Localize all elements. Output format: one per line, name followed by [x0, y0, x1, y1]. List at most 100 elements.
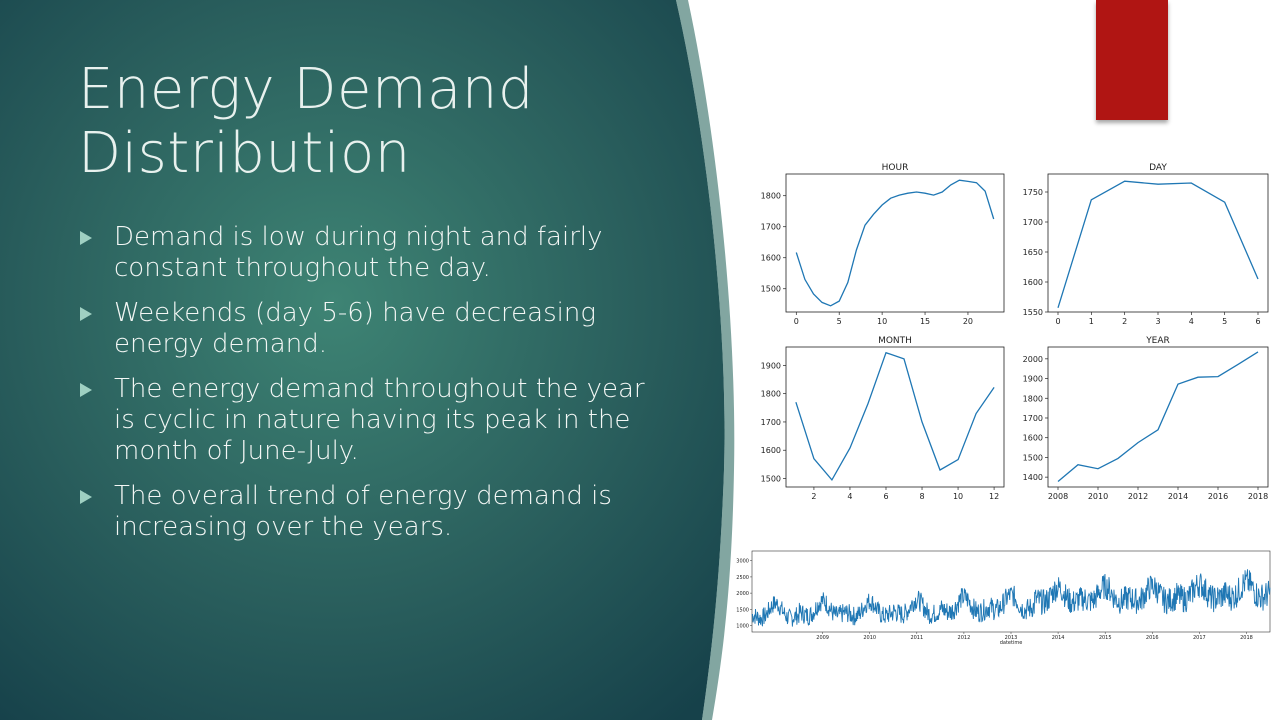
hour-chart: HOUR 0 5 10 15 20 1500 1600 1700 1800 — [761, 163, 1005, 326]
x-tick-label: 10 — [877, 317, 887, 326]
x-tick-label: 4 — [847, 492, 852, 501]
y-tick-label: 2500 — [736, 575, 749, 581]
x-tick-label: 8 — [919, 492, 924, 501]
bullet-list: Demand is low during night and fairly co… — [78, 222, 678, 557]
month-chart: MONTH 2 4 6 8 10 12 1500 1600 1700 1800 1900 — [761, 336, 1005, 501]
bullet-line: constant throughout the day. — [114, 253, 491, 283]
y-tick-label: 1650 — [1023, 248, 1043, 257]
y-tick-label: 1700 — [761, 223, 781, 232]
y-tick-label: 1600 — [1023, 278, 1043, 287]
x-tick-label: 1 — [1089, 317, 1094, 326]
triangle-bullet-icon — [80, 307, 92, 321]
x-tick-label: 2 — [1122, 317, 1127, 326]
y-tick-label: 1900 — [1023, 375, 1043, 384]
day-chart: DAY 0 1 2 3 4 5 6 1550 1600 1650 1700 1750 — [1023, 163, 1269, 326]
y-tick-label: 1750 — [1023, 188, 1043, 197]
bullet-line: The overall trend of energy demand is — [114, 481, 612, 511]
plot-frame — [785, 173, 1005, 313]
year-chart: YEAR 2008 2010 2012 2014 2016 2018 1400 1500 1600… — [1023, 336, 1269, 501]
x-tick-label: 20 — [963, 317, 973, 326]
plot-frame — [751, 550, 1271, 633]
y-tick-label: 1800 — [761, 390, 781, 399]
x-tick-label: 2010 — [863, 635, 876, 641]
accent-red-tab — [1096, 0, 1168, 120]
x-tick-label: 15 — [920, 317, 930, 326]
chart-title: YEAR — [1145, 336, 1170, 346]
x-tick-label: 3 — [1155, 317, 1160, 326]
bullet-item: Weekends (day 5-6) have decreasing energ… — [78, 298, 678, 360]
slide-title: Energy Demand Distribution — [78, 58, 678, 186]
plot-frame — [785, 346, 1005, 488]
x-axis-label: datetime — [1000, 640, 1023, 646]
x-tick-label: 6 — [883, 492, 888, 501]
x-tick-label: 2012 — [1128, 492, 1148, 501]
bullet-line: month of June-July. — [114, 436, 359, 466]
x-tick-label: 2 — [811, 492, 816, 501]
y-tick-label: 1800 — [1023, 394, 1043, 403]
x-tick-label: 2018 — [1248, 492, 1268, 501]
y-tick-label: 3000 — [736, 559, 749, 565]
x-tick-label: 2016 — [1146, 635, 1159, 641]
x-tick-label: 2010 — [1088, 492, 1108, 501]
plot-frame — [1047, 346, 1269, 488]
x-tick-label: 5 — [1222, 317, 1227, 326]
y-tick-label: 1900 — [761, 361, 781, 370]
triangle-bullet-icon — [80, 383, 92, 397]
x-tick-label: 2011 — [910, 635, 923, 641]
slide-title-line: Distribution — [78, 121, 411, 186]
bullet-item: Demand is low during night and fairly co… — [78, 222, 678, 284]
bullet-item: The energy demand throughout the year is… — [78, 374, 678, 467]
y-tick-label: 1600 — [761, 446, 781, 455]
triangle-bullet-icon — [80, 231, 92, 245]
bullet-line: Weekends (day 5-6) have decreasing — [114, 298, 596, 328]
x-tick-label: 4 — [1189, 317, 1194, 326]
y-tick-label: 2000 — [1023, 355, 1043, 364]
slide-title-line: Energy Demand — [78, 57, 534, 122]
bullet-item: The overall trend of energy demand is in… — [78, 481, 678, 543]
series-line — [751, 569, 1271, 627]
chart-title: HOUR — [882, 163, 909, 173]
x-tick-label: 2009 — [816, 635, 829, 641]
bullet-line: The energy demand throughout the year — [114, 374, 645, 404]
bullet-line: is cyclic in nature having its peak in t… — [114, 405, 631, 435]
bullet-line: Demand is low during night and fairly — [114, 222, 603, 252]
y-tick-label: 1500 — [761, 285, 781, 294]
series-line — [1057, 351, 1259, 482]
x-tick-label: 6 — [1255, 317, 1260, 326]
bullet-line: increasing over the years. — [114, 512, 453, 542]
plot-frame — [1047, 173, 1269, 313]
x-tick-label: 5 — [837, 317, 842, 326]
x-tick-label: 12 — [989, 492, 999, 501]
series-line — [795, 351, 995, 482]
y-tick-label: 1500 — [761, 475, 781, 484]
datetime-timeseries-chart: 2009 2010 2011 2012 2013 2014 2015 2016 2017 2018… — [736, 550, 1271, 646]
y-tick-label: 1700 — [1023, 218, 1043, 227]
x-tick-label: 10 — [953, 492, 963, 501]
x-tick-label: 0 — [1055, 317, 1060, 326]
x-tick-label: 2017 — [1193, 635, 1206, 641]
x-tick-label: 2012 — [958, 635, 971, 641]
triangle-bullet-icon — [80, 490, 92, 504]
x-tick-label: 2008 — [1048, 492, 1068, 501]
x-tick-label: 2016 — [1208, 492, 1228, 501]
chart-title: DAY — [1149, 163, 1167, 173]
x-tick-label: 2018 — [1240, 635, 1253, 641]
bullet-line: energy demand. — [114, 329, 327, 359]
y-tick-label: 1600 — [761, 254, 781, 263]
x-tick-label: 0 — [794, 317, 799, 326]
x-tick-label: 2014 — [1052, 635, 1065, 641]
chart-title: MONTH — [878, 336, 912, 346]
x-tick-label: 2013 — [1005, 635, 1018, 641]
series-line — [795, 179, 995, 307]
y-tick-label: 1700 — [761, 418, 781, 427]
y-tick-label: 1600 — [1023, 434, 1043, 443]
y-tick-label: 1550 — [1023, 308, 1043, 317]
y-tick-label: 1000 — [736, 624, 749, 630]
y-tick-label: 1700 — [1023, 414, 1043, 423]
y-tick-label: 2000 — [736, 591, 749, 597]
y-tick-label: 1800 — [761, 192, 781, 201]
x-tick-label: 2014 — [1168, 492, 1188, 501]
y-tick-label: 1500 — [736, 607, 749, 613]
y-tick-label: 1400 — [1023, 473, 1043, 482]
